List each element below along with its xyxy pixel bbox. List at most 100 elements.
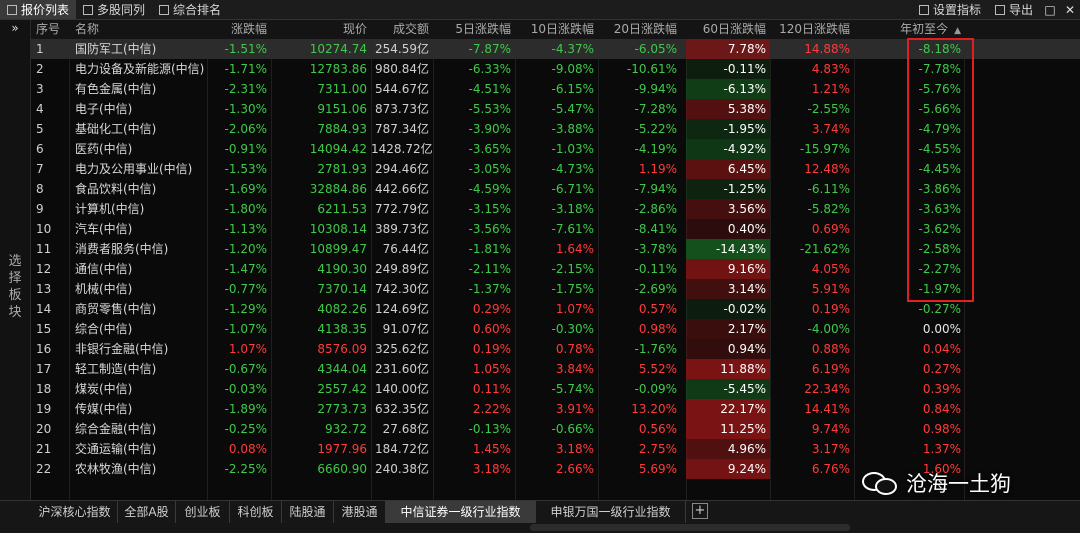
table-row[interactable]: 12 通信(中信) -1.47% 4190.30 249.89亿 -2.11% -2.15%… [31, 259, 1080, 279]
table-row[interactable]: 1 国防军工(中信) -1.51% 10274.74 254.59亿 -7.87% -4.3… [31, 39, 1080, 59]
row-120d-change: -4.00% [807, 322, 850, 336]
row-ytd-change: -4.55% [918, 142, 961, 156]
export-button[interactable]: 导出 [988, 0, 1040, 19]
row-change-pct: 1.07% [228, 342, 267, 356]
table-row[interactable]: 6 医药(中信) -0.91% 14094.42 1428.72亿 -3.65% -1.03… [31, 139, 1080, 159]
row-5d-change: 0.29% [472, 302, 511, 316]
expand-sidebar-icon[interactable]: » [11, 21, 19, 35]
header-60d-change[interactable]: 60日涨跌幅 [702, 22, 766, 36]
add-tab-icon[interactable]: + [692, 503, 708, 519]
row-ytd-change: -7.78% [918, 62, 961, 76]
header-120d-change[interactable]: 120日涨跌幅 [779, 22, 850, 36]
row-index: 12 [36, 262, 52, 276]
row-ytd-change: 1.60% [922, 462, 961, 476]
list-icon [7, 4, 17, 15]
row-10d-change: 1.64% [555, 242, 594, 256]
table-row[interactable]: 5 基础化工(中信) -2.06% 7884.93 787.34亿 -3.90% -3.88… [31, 119, 1080, 139]
tab-southbound[interactable]: 港股通 [334, 501, 386, 523]
row-20d-change: -1.76% [634, 342, 677, 356]
row-index: 4 [36, 102, 44, 116]
row-change-pct: -1.89% [224, 402, 267, 416]
row-120d-change: 14.41% [804, 402, 850, 416]
maximize-icon[interactable]: □ [1044, 2, 1056, 17]
row-price: 7370.14 [317, 282, 367, 296]
row-10d-change: -0.66% [551, 422, 594, 436]
row-20d-change: 0.98% [638, 322, 677, 336]
settings-indicators-button[interactable]: 设置指标 [912, 0, 988, 19]
select-sector-button[interactable]: 选择板块 [8, 254, 22, 320]
row-price: 9151.06 [317, 102, 367, 116]
close-icon[interactable]: ✕ [1064, 2, 1076, 17]
row-turnover: 294.46亿 [375, 162, 429, 176]
table-row[interactable]: 20 综合金融(中信) -0.25% 932.72 27.68亿 -0.13% -0.66%… [31, 419, 1080, 439]
header-5d-change[interactable]: 5日涨跌幅 [455, 22, 511, 36]
table-header: 序号 名称 涨跌幅 现价 成交额 5日涨跌幅 10日涨跌幅 20日涨跌幅 60日… [31, 20, 1080, 40]
row-ytd-change: -5.66% [918, 102, 961, 116]
header-turnover[interactable]: 成交额 [392, 22, 429, 36]
table-row[interactable]: 22 农林牧渔(中信) -2.25% 6660.90 240.38亿 3.18% 2.66%… [31, 459, 1080, 479]
horizontal-scrollbar[interactable] [530, 524, 850, 531]
tab-chinext[interactable]: 创业板 [176, 501, 230, 523]
tab-star-market[interactable]: 科创板 [230, 501, 282, 523]
table-row[interactable]: 18 煤炭(中信) -0.03% 2557.42 140.00亿 0.11% -5.74% -… [31, 379, 1080, 399]
table-row[interactable]: 19 传媒(中信) -1.89% 2773.73 632.35亿 2.22% 3.91% 13… [31, 399, 1080, 419]
tab-quote-list-label: 报价列表 [21, 3, 70, 17]
row-index: 9 [36, 202, 44, 216]
header-ytd-change[interactable]: 年初至今 ▲ [854, 20, 964, 39]
table-row[interactable]: 10 汽车(中信) -1.13% 10308.14 389.73亿 -3.56% -7.61… [31, 219, 1080, 239]
row-5d-change: -3.90% [468, 122, 511, 136]
header-name[interactable]: 名称 [75, 22, 100, 36]
table-row[interactable]: 15 综合(中信) -1.07% 4138.35 91.07亿 0.60% -0.30% 0.… [31, 319, 1080, 339]
row-price: 2781.93 [317, 162, 367, 176]
sort-ascending-icon: ▲ [954, 26, 961, 36]
row-60d-change: 9.16% [686, 259, 770, 279]
row-120d-change: 12.48% [804, 162, 850, 176]
row-ytd-change: 1.37% [922, 442, 961, 456]
table-row[interactable]: 17 轻工制造(中信) -0.67% 4344.04 231.60亿 1.05% 3.84%… [31, 359, 1080, 379]
row-change-pct: -0.77% [224, 282, 267, 296]
tab-multi-stock[interactable]: 多股同列 [76, 0, 152, 19]
header-10d-change[interactable]: 10日涨跌幅 [530, 22, 594, 36]
row-turnover: 249.89亿 [375, 262, 429, 276]
tab-sw-industry[interactable]: 申银万国一级行业指数 [536, 501, 686, 523]
wechat-watermark: 沧海一土狗 [862, 468, 1011, 498]
table-row[interactable]: 11 消费者服务(中信) -1.20% 10899.47 76.44亿 -1.81% 1.6… [31, 239, 1080, 259]
row-10d-change: -5.47% [551, 102, 594, 116]
tab-all-a-shares[interactable]: 全部A股 [118, 501, 176, 523]
tab-citic-industry[interactable]: 中信证券一级行业指数 [386, 501, 536, 523]
row-turnover: 240.38亿 [375, 462, 429, 476]
table-row[interactable]: 8 食品饮料(中信) -1.69% 32884.86 442.66亿 -4.59% -6.7… [31, 179, 1080, 199]
row-ytd-change: -2.27% [918, 262, 961, 276]
row-turnover: 27.68亿 [382, 422, 429, 436]
table-row[interactable]: 7 电力及公用事业(中信) -1.53% 2781.93 294.46亿 -3.05% -4… [31, 159, 1080, 179]
table-row[interactable]: 4 电子(中信) -1.30% 9151.06 873.73亿 -5.53% -5.47% -… [31, 99, 1080, 119]
table-row[interactable]: 13 机械(中信) -0.77% 7370.14 742.30亿 -1.37% -1.75%… [31, 279, 1080, 299]
row-change-pct: -1.07% [224, 322, 267, 336]
row-turnover: 772.79亿 [375, 202, 429, 216]
row-turnover: 1428.72亿 [371, 142, 433, 156]
tab-ranking[interactable]: 综合排名 [152, 0, 228, 19]
table-row[interactable]: 2 电力设备及新能源(中信) -1.71% 12783.86 980.84亿 -6.33%… [31, 59, 1080, 79]
table-row[interactable]: 9 计算机(中信) -1.80% 6211.53 772.79亿 -3.15% -3.18%… [31, 199, 1080, 219]
row-ytd-change: 0.00% [922, 322, 961, 336]
header-20d-change[interactable]: 20日涨跌幅 [613, 22, 677, 36]
row-120d-change: -5.82% [807, 202, 850, 216]
header-change-pct[interactable]: 涨跌幅 [230, 22, 267, 36]
header-price[interactable]: 现价 [342, 22, 367, 36]
tab-core-index[interactable]: 沪深核心指数 [32, 501, 118, 523]
table-row[interactable]: 3 有色金属(中信) -2.31% 7311.00 544.67亿 -4.51% -6.15… [31, 79, 1080, 99]
tab-quote-list[interactable]: 报价列表 [0, 0, 77, 19]
row-20d-change: -5.22% [634, 122, 677, 136]
table-row[interactable]: 16 非银行金融(中信) 1.07% 8576.09 325.62亿 0.19% 0.78%… [31, 339, 1080, 359]
header-index[interactable]: 序号 [36, 22, 61, 36]
row-price: 8576.09 [317, 342, 367, 356]
row-120d-change: 22.34% [804, 382, 850, 396]
row-60d-change: -0.11% [686, 59, 770, 79]
row-20d-change: -9.94% [634, 82, 677, 96]
tab-northbound[interactable]: 陆股通 [282, 501, 334, 523]
table-row[interactable]: 21 交通运输(中信) 0.08% 1977.96 184.72亿 1.45% 3.18% 2… [31, 439, 1080, 459]
row-index: 13 [36, 282, 52, 296]
row-change-pct: -0.25% [224, 422, 267, 436]
table-row[interactable]: 14 商贸零售(中信) -1.29% 4082.26 124.69亿 0.29% 1.07%… [31, 299, 1080, 319]
row-turnover: 442.66亿 [375, 182, 429, 196]
